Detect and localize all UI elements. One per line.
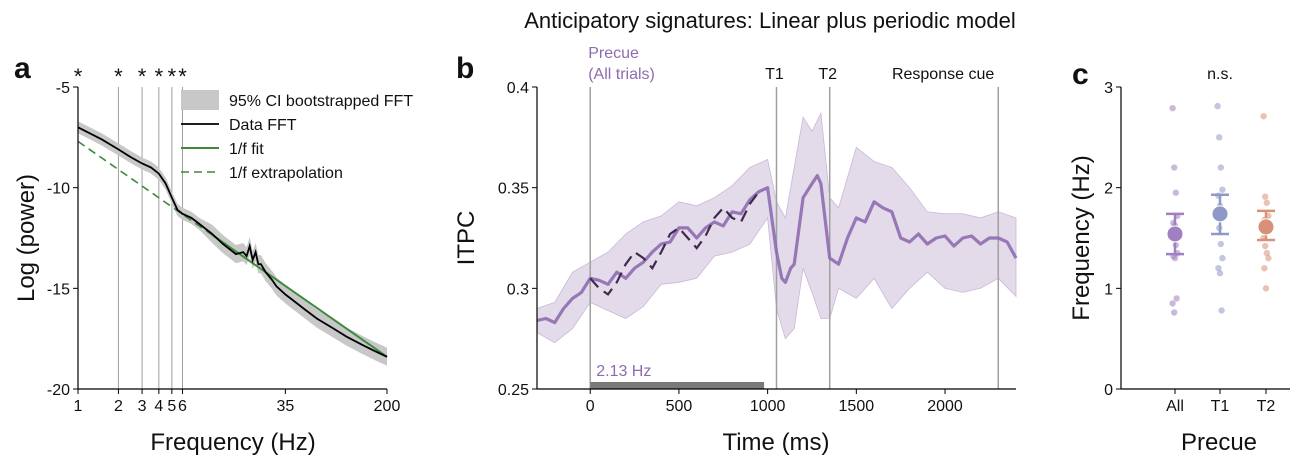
duration-bar-label: 2.13 Hz [596, 363, 651, 380]
data-point [1217, 164, 1225, 171]
figure-title: Anticipatory signatures: Linear plus per… [524, 8, 1016, 33]
response-cue-label: Response cue [892, 66, 994, 83]
x-tick-label: All [1166, 398, 1184, 415]
y-axis-label: Frequency (Hz) [1068, 155, 1095, 320]
y-axis-label: ITPC [453, 211, 480, 266]
x-tick-label: 1000 [750, 398, 786, 415]
data-point [1216, 134, 1223, 141]
y-tick-label: 3 [1104, 80, 1113, 97]
t2-label: T2 [818, 66, 837, 83]
x-tick-label: 3 [138, 398, 147, 415]
data-point [1215, 265, 1222, 272]
panel-a: a * * * * * *-5-10-15-201 2 3 4 5 6 35 200Frequency … [13, 52, 413, 456]
y-tick-label: -15 [47, 281, 70, 298]
legend-label: 1/f extrapolation [229, 165, 343, 182]
legend-label: 95% CI bootstrapped FFT [229, 93, 413, 110]
data-point [1172, 189, 1180, 196]
x-tick-label: 1500 [839, 398, 875, 415]
fit-extrapolation-line [77, 140, 213, 236]
data-point [1261, 265, 1268, 272]
significance-star-1: * [114, 64, 123, 89]
y-tick-label: 0 [1104, 382, 1113, 399]
ns-annotation: n.s. [1207, 66, 1233, 83]
data-point [1216, 270, 1224, 277]
panel-b-letter: b [456, 52, 474, 85]
y-tick-label: 0.25 [498, 382, 529, 399]
x-tick-label: T1 [1211, 398, 1230, 415]
y-tick-label: 2 [1104, 181, 1113, 198]
x-tick-label: 200 [374, 398, 401, 415]
data-point [1265, 254, 1272, 262]
x-tick-label: 1 [74, 398, 83, 415]
x-axis-label: Time (ms) [722, 429, 829, 456]
data-point [1171, 254, 1179, 262]
precue-label-line1: Precue [588, 45, 639, 62]
x-tick-label: 35 [276, 398, 294, 415]
data-point [1219, 254, 1226, 262]
precue-label-line2: (All trials) [588, 66, 655, 83]
t1-label: T1 [765, 66, 784, 83]
legend-swatch-ci [181, 90, 219, 110]
legend-label: Data FFT [229, 117, 297, 134]
data-point [1262, 242, 1269, 250]
data-point [1262, 193, 1269, 200]
significance-star-0: * [74, 64, 83, 89]
legend-label: 1/f fit [229, 141, 264, 158]
y-tick-label: 1 [1104, 281, 1113, 298]
x-tick-label: 4 [154, 398, 163, 415]
panel-b: b Precue (All trials) T1 T2 Response cue 2.13… [453, 45, 1018, 456]
significance-star-5: * [178, 64, 187, 89]
data-point [1214, 102, 1221, 110]
data-point [1218, 307, 1225, 314]
model-fit-line [589, 191, 760, 296]
y-tick-label: 0.3 [507, 281, 529, 298]
fit-line [211, 234, 388, 358]
data-point [1217, 240, 1225, 248]
significance-star-3: * [155, 64, 164, 89]
y-tick-label: -10 [47, 181, 70, 198]
data-point [1263, 249, 1271, 257]
panel-a-letter: a [14, 52, 31, 85]
x-tick-label: 2 [114, 398, 123, 415]
y-axis-label: Log (power) [13, 174, 40, 302]
duration-bar [590, 382, 765, 389]
y-tick-label: -20 [47, 382, 70, 399]
panel-c: c 0 1 2 3 All T1 T2 n.s. Precue Frequency (Hz) [1068, 58, 1290, 456]
y-tick-label: 0.4 [507, 80, 529, 97]
x-tick-label: T2 [1257, 398, 1276, 415]
x-axis-label: Frequency (Hz) [150, 429, 315, 456]
y-tick-label: -5 [56, 80, 70, 97]
ci-band [78, 121, 387, 366]
x-tick-label: 0 [586, 398, 595, 415]
data-point [1171, 164, 1178, 171]
data-fft-line [77, 126, 388, 358]
x-axis-label: Precue [1181, 429, 1257, 456]
panel-c-letter: c [1072, 58, 1089, 91]
mean-marker [1166, 225, 1184, 243]
mean-marker [1211, 205, 1229, 223]
data-point [1169, 300, 1176, 307]
data-point [1262, 285, 1270, 292]
mean-marker [1257, 218, 1275, 236]
x-tick-label: 5 [167, 398, 176, 415]
data-point [1171, 309, 1178, 316]
data-point [1219, 186, 1226, 193]
significance-star-2: * [138, 64, 147, 89]
significance-star-4: * [168, 64, 177, 89]
data-point [1173, 295, 1180, 302]
y-tick-label: 0.35 [498, 181, 529, 198]
x-tick-label: 2000 [927, 398, 963, 415]
x-tick-label: 500 [666, 398, 693, 415]
data-point [1263, 199, 1271, 206]
x-tick-label: 6 [178, 398, 187, 415]
data-point [1260, 112, 1267, 120]
data-point [1169, 104, 1176, 112]
